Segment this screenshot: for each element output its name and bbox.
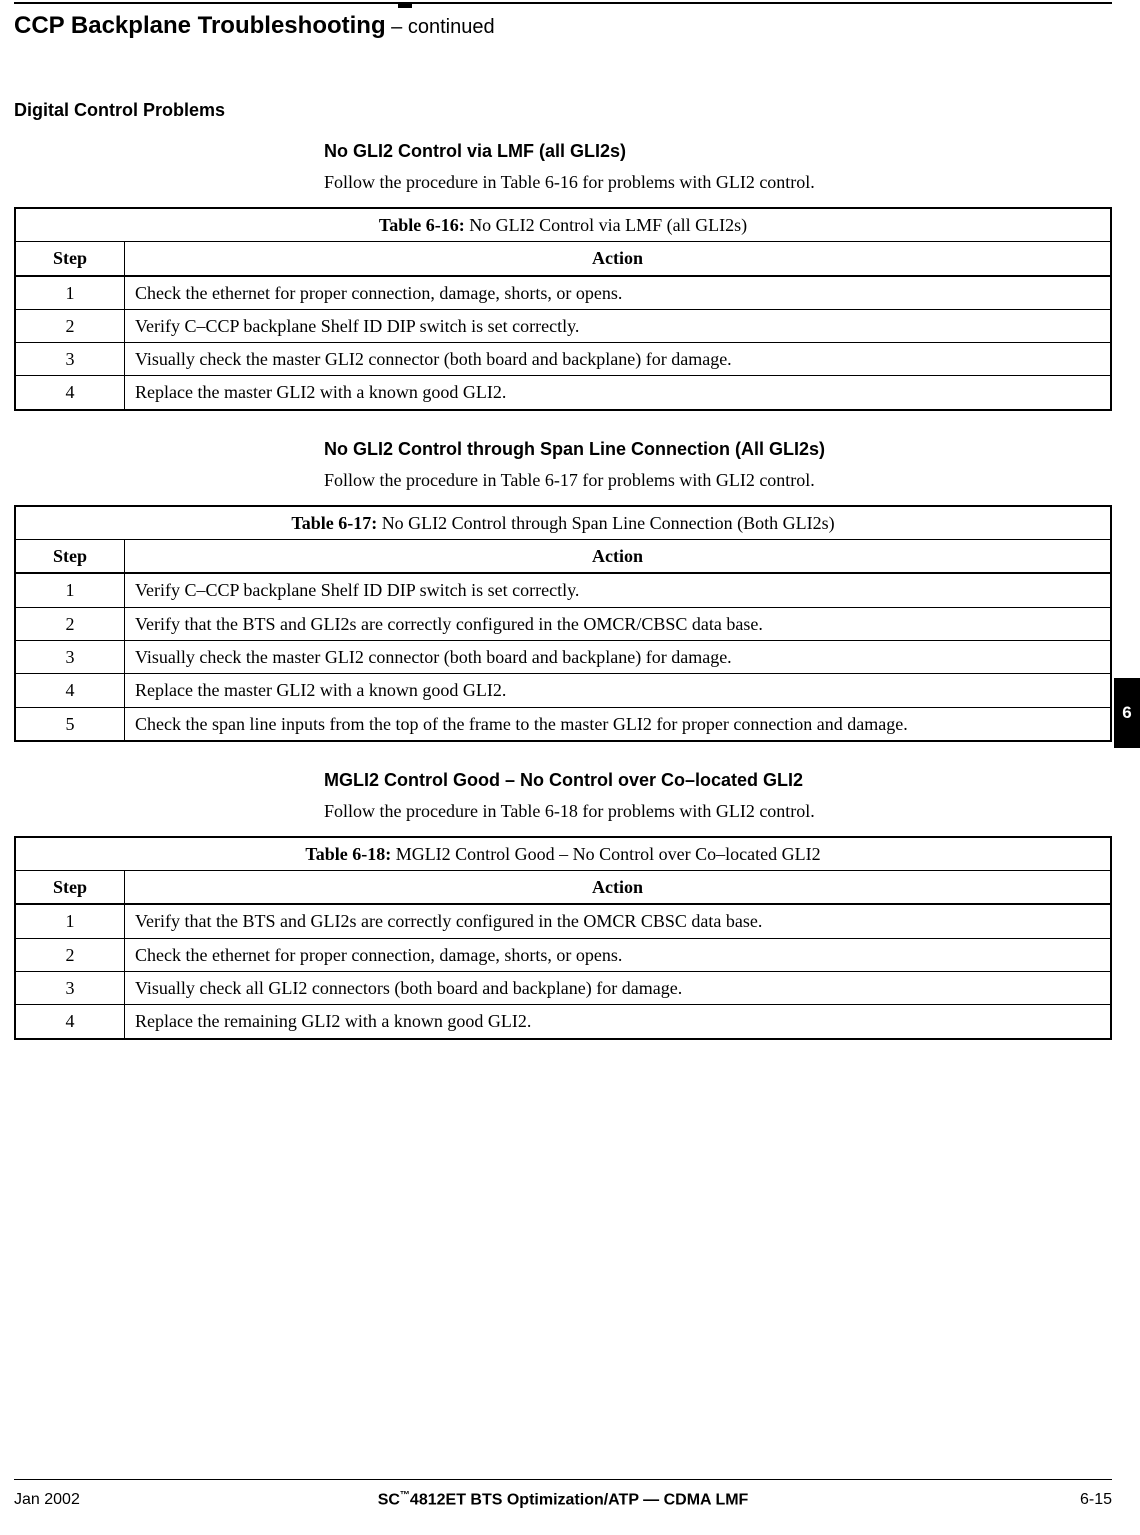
step-cell: 2 — [15, 938, 125, 971]
table-title: MGLI2 Control Good – No Control over Co–… — [391, 844, 820, 864]
procedure-table: Table 6-16: No GLI2 Control via LMF (all… — [14, 207, 1112, 411]
table-row: 3Visually check all GLI2 connectors (bot… — [15, 972, 1111, 1005]
table-title-cell: Table 6-17: No GLI2 Control through Span… — [15, 506, 1111, 540]
subsection-heading: No GLI2 Control through Span Line Connec… — [324, 439, 1112, 460]
action-cell: Check the ethernet for proper connection… — [125, 276, 1112, 310]
subsection-heading: MGLI2 Control Good – No Control over Co–… — [324, 770, 1112, 791]
step-cell: 4 — [15, 674, 125, 707]
table-label: Table 6-16: — [379, 215, 465, 235]
table-header-row: Step Action — [15, 871, 1111, 905]
action-cell: Check the ethernet for proper connection… — [125, 938, 1112, 971]
step-cell: 5 — [15, 707, 125, 741]
table-row: 1Check the ethernet for proper connectio… — [15, 276, 1111, 310]
table-row: 2Verify that the BTS and GLI2s are corre… — [15, 607, 1111, 640]
table-label: Table 6-18: — [305, 844, 391, 864]
action-cell: Verify C–CCP backplane Shelf ID DIP swit… — [125, 309, 1112, 342]
table-title: No GLI2 Control through Span Line Connec… — [377, 513, 834, 533]
page-footer: Jan 2002 SC™4812ET BTS Optimization/ATP … — [14, 1479, 1112, 1509]
action-cell: Check the span line inputs from the top … — [125, 707, 1112, 741]
footer-row: Jan 2002 SC™4812ET BTS Optimization/ATP … — [14, 1490, 1112, 1509]
subsection: No GLI2 Control through Span Line Connec… — [324, 439, 1112, 491]
subsection-intro: Follow the procedure in Table 6-18 for p… — [324, 801, 1112, 822]
col-step: Step — [15, 871, 125, 905]
table-title: No GLI2 Control via LMF (all GLI2s) — [465, 215, 747, 235]
step-cell: 2 — [15, 309, 125, 342]
page: CCP Backplane Troubleshooting – continue… — [0, 2, 1140, 1535]
table-label: Table 6-17: — [291, 513, 377, 533]
procedure-table: Table 6-18: MGLI2 Control Good – No Cont… — [14, 836, 1112, 1040]
footer-title: SC™4812ET BTS Optimization/ATP — CDMA LM… — [154, 1490, 972, 1509]
table-title-row: Table 6-17: No GLI2 Control through Span… — [15, 506, 1111, 540]
subsection: MGLI2 Control Good – No Control over Co–… — [324, 770, 1112, 822]
action-cell: Replace the master GLI2 with a known goo… — [125, 376, 1112, 410]
table-title-row: Table 6-18: MGLI2 Control Good – No Cont… — [15, 837, 1111, 871]
col-step: Step — [15, 242, 125, 276]
page-title-suffix: – continued — [386, 16, 495, 38]
page-title: CCP Backplane Troubleshooting — [14, 12, 386, 39]
section-heading: Digital Control Problems — [14, 100, 1112, 121]
footer-date: Jan 2002 — [14, 1491, 154, 1509]
table-row: 1Verify C–CCP backplane Shelf ID DIP swi… — [15, 573, 1111, 607]
subsection-heading: No GLI2 Control via LMF (all GLI2s) — [324, 141, 1112, 162]
step-cell: 3 — [15, 343, 125, 376]
step-cell: 3 — [15, 972, 125, 1005]
table-row: 3Visually check the master GLI2 connecto… — [15, 343, 1111, 376]
table-title-row: Table 6-16: No GLI2 Control via LMF (all… — [15, 208, 1111, 242]
table-row: 2Check the ethernet for proper connectio… — [15, 938, 1111, 971]
tab-number: 6 — [1114, 700, 1140, 726]
col-step: Step — [15, 540, 125, 574]
table-row: 5Check the span line inputs from the top… — [15, 707, 1111, 741]
action-cell: Visually check the master GLI2 connector… — [125, 343, 1112, 376]
step-cell: 2 — [15, 607, 125, 640]
footer-prefix: SC — [378, 1491, 400, 1508]
footer-page-number: 6-15 — [972, 1491, 1112, 1509]
table-row: 4Replace the master GLI2 with a known go… — [15, 674, 1111, 707]
page-header: CCP Backplane Troubleshooting – continue… — [14, 4, 1112, 46]
step-cell: 1 — [15, 573, 125, 607]
col-action: Action — [125, 242, 1112, 276]
footer-rule — [14, 1479, 1112, 1480]
col-action: Action — [125, 871, 1112, 905]
crop-mark — [398, 2, 412, 8]
table-row: 1Verify that the BTS and GLI2s are corre… — [15, 904, 1111, 938]
table-row: 2Verify C–CCP backplane Shelf ID DIP swi… — [15, 309, 1111, 342]
subsection-intro: Follow the procedure in Table 6-16 for p… — [324, 172, 1112, 193]
chapter-tab: 6 — [1114, 678, 1140, 748]
action-cell: Replace the remaining GLI2 with a known … — [125, 1005, 1112, 1039]
table-row: 4Replace the master GLI2 with a known go… — [15, 376, 1111, 410]
tab-block — [1114, 678, 1140, 700]
subsection-intro: Follow the procedure in Table 6-17 for p… — [324, 470, 1112, 491]
step-cell: 1 — [15, 904, 125, 938]
step-cell: 4 — [15, 1005, 125, 1039]
table-title-cell: Table 6-16: No GLI2 Control via LMF (all… — [15, 208, 1111, 242]
tab-block — [1114, 726, 1140, 748]
action-cell: Visually check the master GLI2 connector… — [125, 640, 1112, 673]
action-cell: Verify that the BTS and GLI2s are correc… — [125, 904, 1112, 938]
action-cell: Verify C–CCP backplane Shelf ID DIP swit… — [125, 573, 1112, 607]
trademark-icon: ™ — [400, 1490, 410, 1501]
table-header-row: Step Action — [15, 242, 1111, 276]
action-cell: Verify that the BTS and GLI2s are correc… — [125, 607, 1112, 640]
col-action: Action — [125, 540, 1112, 574]
footer-rest: 4812ET BTS Optimization/ATP — CDMA LMF — [410, 1491, 748, 1508]
table-row: 4Replace the remaining GLI2 with a known… — [15, 1005, 1111, 1039]
table-header-row: Step Action — [15, 540, 1111, 574]
step-cell: 1 — [15, 276, 125, 310]
procedure-table: Table 6-17: No GLI2 Control through Span… — [14, 505, 1112, 742]
step-cell: 3 — [15, 640, 125, 673]
action-cell: Replace the master GLI2 with a known goo… — [125, 674, 1112, 707]
subsection: No GLI2 Control via LMF (all GLI2s) Foll… — [324, 141, 1112, 193]
table-row: 3Visually check the master GLI2 connecto… — [15, 640, 1111, 673]
action-cell: Visually check all GLI2 connectors (both… — [125, 972, 1112, 1005]
table-title-cell: Table 6-18: MGLI2 Control Good – No Cont… — [15, 837, 1111, 871]
step-cell: 4 — [15, 376, 125, 410]
